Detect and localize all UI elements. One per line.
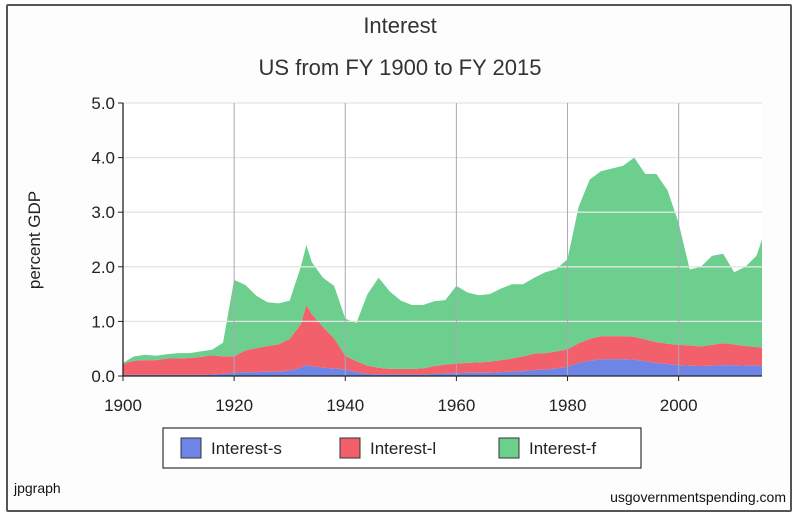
- chart-subtitle: US from FY 1900 to FY 2015: [259, 55, 542, 80]
- credit-right: usgovernmentspending.com: [610, 489, 786, 505]
- axes: [122, 103, 762, 377]
- credit-left: jpgraph: [13, 480, 61, 496]
- area-interest-s: [123, 359, 762, 376]
- tick-labels: 0.0 1.0 2.0 3.0 4.0 5.0 1900 1920 1940 1960 1980 20…: [91, 94, 697, 415]
- x-tick-label: 2000: [660, 396, 698, 415]
- grid-lines: [123, 102, 762, 376]
- y-tick-label: 3.0: [91, 203, 115, 222]
- x-tick-label: 1920: [215, 396, 253, 415]
- y-tick-label: 5.0: [91, 94, 115, 113]
- legend-label-interest-s: Interest-s: [211, 439, 282, 458]
- x-tick-label: 1940: [326, 396, 364, 415]
- x-tick-label: 1960: [437, 396, 475, 415]
- y-axis-label: percent GDP: [25, 191, 44, 289]
- series-areas: [123, 157, 762, 376]
- x-tick-label: 1980: [549, 396, 587, 415]
- legend-swatch-interest-f: [498, 437, 520, 459]
- y-tick-label: 4.0: [91, 149, 115, 168]
- legend-box: [162, 427, 642, 469]
- legend-swatch-interest-s: [180, 437, 202, 459]
- area-interest-f: [123, 157, 762, 369]
- legend-label-interest-f: Interest-f: [529, 439, 596, 458]
- chart-title: Interest: [363, 13, 436, 38]
- legend: Interest-s Interest-l Interest-f: [162, 427, 642, 469]
- legend-swatch-interest-l: [339, 437, 361, 459]
- area-interest-l: [123, 305, 762, 375]
- y-tick-label: 1.0: [91, 312, 115, 331]
- legend-label-interest-l: Interest-l: [370, 439, 436, 458]
- x-tick-label: 1900: [104, 396, 142, 415]
- y-tick-label: 2.0: [91, 258, 115, 277]
- y-tick-label: 0.0: [91, 367, 115, 386]
